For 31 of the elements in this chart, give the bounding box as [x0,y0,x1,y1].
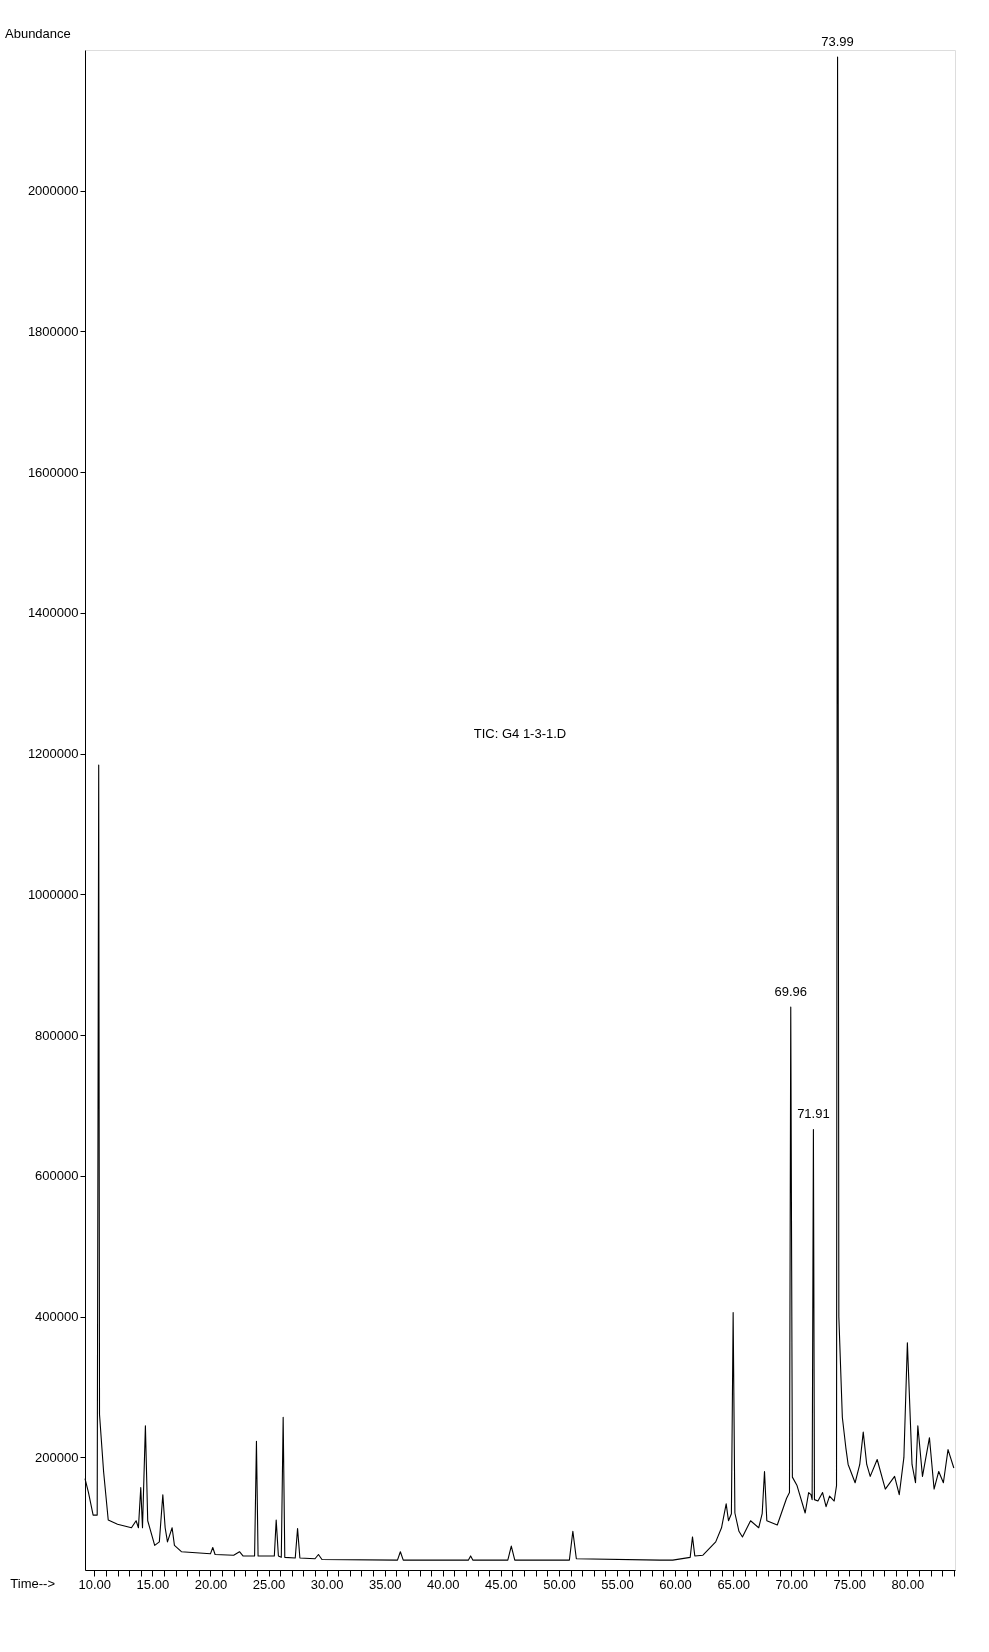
x-tick-label: 25.00 [252,1576,286,1592]
x-tick-label: 70.00 [775,1576,808,1592]
y-tick-label: 1200000 [27,746,79,762]
x-tick-label: 10.00 [78,1576,112,1592]
x-tick-label: 20.00 [194,1576,228,1592]
y-tick-label: 2000000 [27,183,79,199]
annotation: 69.96 [774,984,808,1000]
y-tick-label: 1600000 [27,464,79,480]
y-tick-label: 200000 [35,1449,79,1465]
x-tick-label: 50.00 [543,1576,576,1592]
x-tick-label: 65.00 [717,1576,750,1592]
x-tick-label: 75.00 [833,1576,867,1592]
y-tick-label: 1400000 [27,605,79,621]
y-tick-label: 400000 [35,1309,79,1325]
x-tick-label: 60.00 [659,1576,692,1592]
x-tick-label: 30.00 [310,1576,344,1592]
x-tick-label: 80.00 [891,1576,925,1592]
x-tick-label: 15.00 [136,1576,170,1592]
y-tick-label: 600000 [35,1168,79,1184]
text: TIC: G4 1-3-1.D [473,726,567,741]
y-axis-title: Abundance [5,26,71,41]
annotation: 73.99 [821,34,854,50]
x-tick-label: 35.00 [368,1576,402,1592]
y-tick-label: 1000000 [27,886,79,902]
x-tick-label: 45.00 [485,1576,518,1592]
y-tick-label: 800000 [35,1027,79,1043]
y-tick-label: 1800000 [27,323,79,339]
x-axis-title: Time--> [10,1576,55,1591]
x-tick-label: 40.00 [426,1576,460,1592]
annotation: 71.91 [797,1106,830,1122]
x-tick-label: 55.00 [601,1576,634,1592]
